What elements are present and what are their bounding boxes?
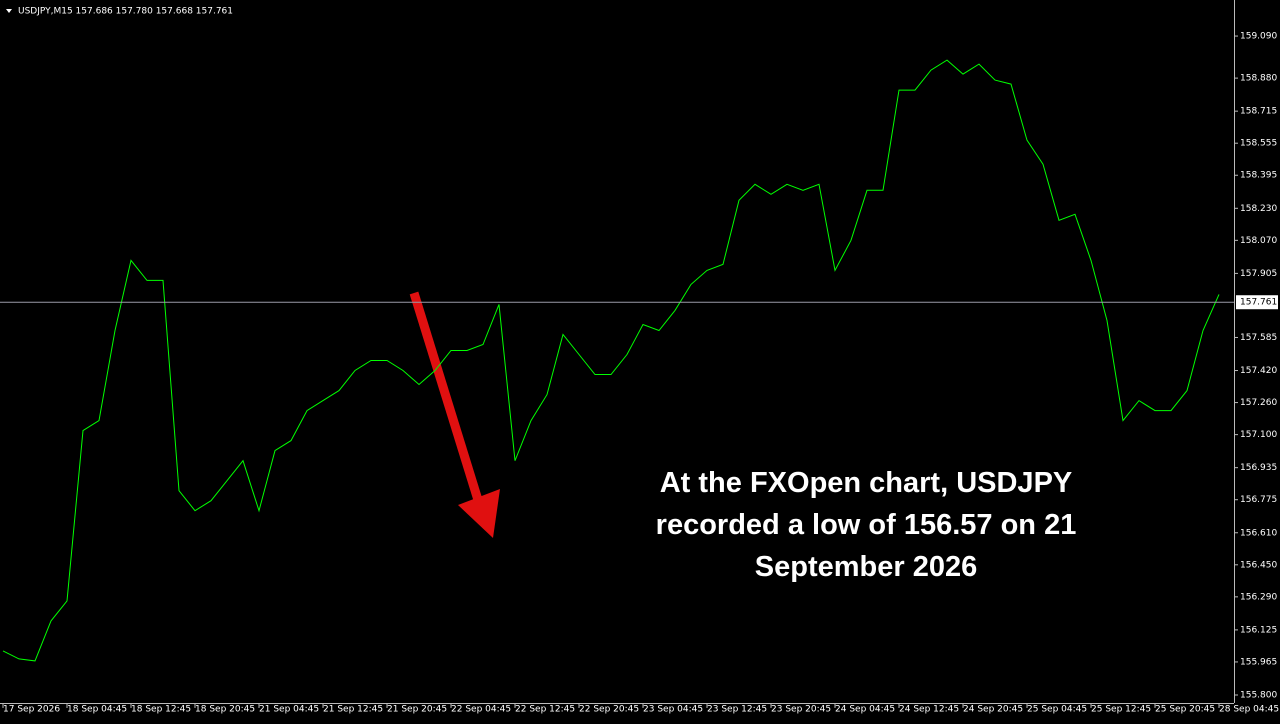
current-price-box xyxy=(1236,295,1278,310)
y-tick-label: 156.125 xyxy=(1240,625,1277,635)
y-tick-label: 156.610 xyxy=(1240,528,1277,538)
y-tick-label: 155.965 xyxy=(1240,657,1277,667)
y-tick-label: 157.420 xyxy=(1240,366,1277,376)
x-tick-label: 22 Sep 12:45 xyxy=(515,705,575,715)
y-tick-label: 156.290 xyxy=(1240,592,1277,602)
x-tick-label: 25 Sep 04:45 xyxy=(1027,705,1087,715)
x-tick-label: 24 Sep 04:45 xyxy=(835,705,895,715)
y-tick-label: 156.450 xyxy=(1240,560,1277,570)
x-tick-label: 18 Sep 20:45 xyxy=(195,705,255,715)
x-tick-label: 24 Sep 12:45 xyxy=(899,705,959,715)
y-tick-label: 157.260 xyxy=(1240,398,1277,408)
y-tick-label: 157.585 xyxy=(1240,333,1277,343)
x-tick-label: 21 Sep 12:45 xyxy=(323,705,383,715)
y-tick-label: 156.775 xyxy=(1240,495,1277,505)
price-line xyxy=(2,59,1220,662)
x-tick-label: 25 Sep 20:45 xyxy=(1155,705,1215,715)
arrow xyxy=(409,291,500,538)
y-tick-label: 155.800 xyxy=(1240,690,1277,700)
y-tick-label: 159.090 xyxy=(1240,32,1277,42)
y-tick-label: 158.070 xyxy=(1240,236,1277,246)
y-tick-label: 158.395 xyxy=(1240,171,1277,181)
x-tick-label: 28 Sep 04:45 xyxy=(1219,705,1279,715)
chart-title: USDJPY,M15 157.686 157.780 157.668 157.7… xyxy=(18,7,233,17)
x-tick-label: 21 Sep 04:45 xyxy=(259,705,319,715)
y-tick-label: 156.935 xyxy=(1240,463,1277,473)
x-tick-label: 23 Sep 04:45 xyxy=(643,705,703,715)
menu-arrow[interactable] xyxy=(6,9,12,13)
x-tick-label: 23 Sep 12:45 xyxy=(707,705,767,715)
x-tick-label: 18 Sep 12:45 xyxy=(131,705,191,715)
x-tick-label: 23 Sep 20:45 xyxy=(771,705,831,715)
y-tick-label: 158.715 xyxy=(1240,107,1277,117)
x-tick-label: 24 Sep 20:45 xyxy=(963,705,1023,715)
y-tick-label: 158.555 xyxy=(1240,139,1277,149)
current-price-label: 157.761 xyxy=(1240,298,1277,308)
x-tick-label: 25 Sep 12:45 xyxy=(1091,705,1151,715)
x-tick-label: 22 Sep 20:45 xyxy=(579,705,639,715)
x-tick-label: 21 Sep 20:45 xyxy=(387,705,447,715)
y-tick-label: 157.100 xyxy=(1240,430,1277,440)
x-tick-label: 18 Sep 04:45 xyxy=(67,705,127,715)
annotation: At the FXOpen chart, USDJPY recorded a l… xyxy=(655,467,1077,583)
y-tick-label: 157.905 xyxy=(1240,269,1277,279)
y-tick-label: 158.230 xyxy=(1240,204,1277,214)
x-tick-label: 22 Sep 04:45 xyxy=(451,705,511,715)
x-tick-label: 17 Sep 2026 xyxy=(3,705,60,715)
y-tick-label: 158.880 xyxy=(1240,74,1277,84)
